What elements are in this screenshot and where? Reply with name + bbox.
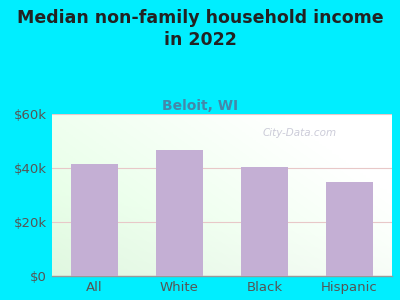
Text: Median non-family household income
in 2022: Median non-family household income in 20… [17,9,383,49]
Bar [156,150,203,276]
Bar [326,182,373,276]
Bar [241,167,288,276]
Bar [71,164,118,276]
Text: Beloit, WI: Beloit, WI [162,99,238,113]
Text: City-Data.com: City-Data.com [263,128,337,138]
